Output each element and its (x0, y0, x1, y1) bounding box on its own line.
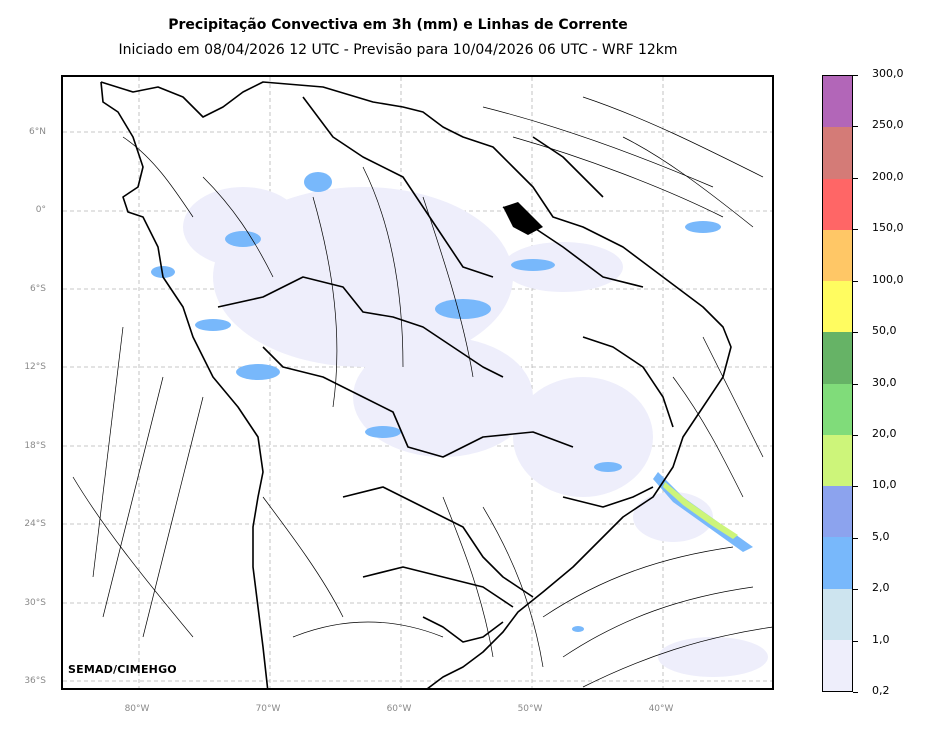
amazon-delta (503, 202, 543, 235)
colorbar-segment (823, 639, 852, 691)
lat-label-6s: 6°S (30, 284, 46, 294)
colorbar-label: 1,0 (872, 632, 890, 646)
colorbar-label: 20,0 (872, 426, 897, 440)
colorbar-tick (853, 486, 858, 488)
lat-label-12s: 12°S (24, 362, 46, 372)
moderate-precipitation (151, 172, 721, 632)
colorbar-segment (823, 281, 852, 333)
lat-label-6n: 6°N (29, 127, 46, 137)
colorbar-label: 30,0 (872, 375, 897, 389)
colorbar-tick (853, 434, 858, 436)
lat-label-24s: 24°S (24, 519, 46, 529)
colorbar-label: 5,0 (872, 529, 890, 543)
colorbar-segment (823, 229, 852, 281)
map-canvas (63, 77, 772, 688)
graticule (63, 77, 772, 688)
colorbar-segment (823, 486, 852, 538)
colorbar-label: 150,0 (872, 221, 904, 235)
lat-label-0: 0° (35, 205, 46, 215)
colorbar-tick (853, 537, 858, 539)
colorbar-tick (853, 383, 858, 385)
lon-label-50w: 50°W (517, 704, 543, 714)
colorbar-tick (853, 75, 858, 76)
coastlines-borders (100, 81, 732, 688)
colorbar-label: 200,0 (872, 169, 904, 183)
lat-label-30s: 30°S (24, 598, 46, 608)
colorbar-tick (853, 126, 858, 128)
colorbar-tick (853, 332, 858, 334)
colorbar-segment (823, 537, 852, 589)
heavy-precipitation (653, 472, 753, 552)
colorbar-label: 300,0 (872, 67, 904, 80)
colorbar-label: 2,0 (872, 581, 890, 595)
lat-label-18s: 18°S (24, 441, 46, 451)
chart-subtitle: Iniciado em 08/04/2026 12 UTC - Previsão… (118, 42, 678, 58)
lon-label-60w: 60°W (386, 704, 412, 714)
colorbar-segment (823, 127, 852, 179)
colorbar-tick (853, 280, 858, 282)
lon-label-70w: 70°W (255, 704, 281, 714)
colorbar-segment (823, 178, 852, 230)
map-panel (61, 75, 774, 690)
colorbar-label: 50,0 (872, 324, 897, 338)
colorbar-tick (853, 640, 858, 642)
colorbar-tick (853, 589, 858, 591)
colorbar-segment (823, 434, 852, 486)
colorbar-tick (853, 692, 858, 693)
streamlines (72, 96, 772, 688)
colorbar-label: 100,0 (872, 272, 904, 286)
lon-label-80w: 80°W (124, 704, 150, 714)
colorbar-segment (823, 76, 852, 128)
colorbar-segment (823, 588, 852, 640)
colorbar-tick (853, 229, 858, 231)
colorbar-tick (853, 177, 858, 179)
chart-title: Precipitação Convectiva em 3h (mm) e Lin… (168, 17, 628, 33)
lat-label-36s: 36°S (24, 676, 46, 686)
colorbar-segment (823, 383, 852, 435)
colorbar-label: 0,2 (872, 684, 890, 697)
colorbar-segment (823, 332, 852, 384)
light-precipitation (183, 187, 768, 677)
lon-label-40w: 40°W (648, 704, 674, 714)
colorbar-label: 10,0 (872, 478, 897, 492)
colorbar (822, 75, 853, 692)
credit-label: SEMAD/CIMEHGO (68, 663, 177, 676)
colorbar-label: 250,0 (872, 118, 904, 132)
